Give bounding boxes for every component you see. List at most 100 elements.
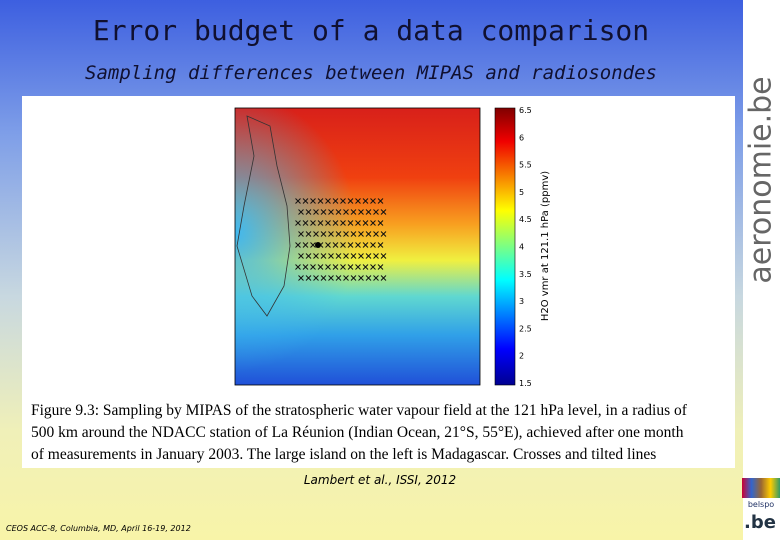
cross bbox=[325, 242, 331, 248]
cross bbox=[295, 242, 301, 248]
cross bbox=[340, 220, 346, 226]
cross bbox=[328, 253, 334, 259]
cross bbox=[325, 264, 331, 270]
cross bbox=[365, 209, 372, 215]
colorbar-tick-label: 3 bbox=[519, 297, 524, 306]
colorbar-tick-label: 5.5 bbox=[519, 161, 532, 170]
cross bbox=[335, 231, 342, 237]
field-overlay bbox=[235, 108, 480, 385]
caption: Figure 9.3: Sampling by MIPAS of the str… bbox=[31, 400, 687, 466]
cross bbox=[325, 198, 331, 204]
cross bbox=[373, 209, 379, 215]
cross bbox=[302, 220, 309, 226]
cross bbox=[377, 198, 384, 204]
cross bbox=[365, 231, 372, 237]
cross bbox=[298, 231, 304, 237]
cross bbox=[365, 253, 372, 259]
cross bbox=[310, 264, 316, 270]
caption-line: 500 km around the NDACC station of La Ré… bbox=[31, 424, 684, 441]
credit: Lambert et al., ISSI, 2012 bbox=[303, 473, 457, 487]
subtitle: Sampling differences between MIPAS and r… bbox=[85, 62, 657, 84]
cross bbox=[310, 242, 316, 248]
figure: 6.5 6 5.5 5 4.5 4 3.5 3 2.5 2 1.5 H2O vmr at 121.1… bbox=[22, 96, 735, 468]
logo-text: aeronomie.be bbox=[743, 76, 779, 284]
caption-line: Figure 9.3: Sampling by MIPAS of the str… bbox=[31, 402, 687, 419]
cross bbox=[320, 209, 327, 215]
caption-line: of measurements in January 2003. The lar… bbox=[31, 446, 657, 463]
colorbar-ticks: 6.5 6 5.5 5 4.5 4 3.5 3 2.5 2 1.5 bbox=[519, 106, 532, 388]
colorbar-tick-label: 1.5 bbox=[519, 379, 532, 388]
cross bbox=[370, 198, 376, 204]
cross bbox=[370, 264, 376, 270]
cross bbox=[302, 264, 309, 270]
colorbar-tick-label: 2.5 bbox=[519, 324, 532, 333]
cross bbox=[317, 220, 324, 226]
cross bbox=[358, 209, 364, 215]
cross bbox=[343, 275, 349, 281]
cross bbox=[350, 275, 357, 281]
cross bbox=[347, 242, 354, 248]
colorbar-tick-label: 5 bbox=[519, 188, 524, 197]
cross bbox=[355, 242, 361, 248]
cross bbox=[332, 242, 339, 248]
cross bbox=[302, 198, 309, 204]
cross bbox=[313, 275, 319, 281]
cross bbox=[370, 242, 376, 248]
cross bbox=[350, 231, 357, 237]
cross bbox=[362, 220, 369, 226]
cross bbox=[343, 231, 349, 237]
cross bbox=[347, 264, 354, 270]
cross bbox=[320, 253, 327, 259]
cross bbox=[343, 209, 349, 215]
cross bbox=[358, 253, 364, 259]
cross bbox=[340, 264, 346, 270]
cross bbox=[373, 275, 379, 281]
cross bbox=[362, 242, 369, 248]
figure-svg: 6.5 6 5.5 5 4.5 4 3.5 3 2.5 2 1.5 H2O vmr at 121.1… bbox=[234, 106, 551, 388]
cross bbox=[335, 253, 342, 259]
cross bbox=[362, 198, 369, 204]
cross bbox=[305, 209, 312, 215]
cross bbox=[380, 253, 387, 259]
cross bbox=[347, 220, 354, 226]
cross bbox=[373, 231, 379, 237]
cross bbox=[328, 209, 334, 215]
cross bbox=[295, 220, 301, 226]
domain-logo: .be bbox=[744, 512, 776, 533]
agency: belspo bbox=[747, 500, 775, 509]
cross bbox=[295, 198, 301, 204]
cross bbox=[302, 242, 309, 248]
cross bbox=[350, 209, 357, 215]
cross bbox=[335, 275, 342, 281]
cross bbox=[298, 253, 304, 259]
cross bbox=[313, 253, 319, 259]
footer: CEOS ACC-8, Columbia, MD, April 16-19, 2… bbox=[6, 524, 191, 533]
cross bbox=[343, 253, 349, 259]
cross bbox=[380, 231, 387, 237]
cross bbox=[317, 198, 324, 204]
cross bbox=[335, 209, 342, 215]
colorbar-tick-label: 6.5 bbox=[519, 106, 532, 115]
cross bbox=[362, 264, 369, 270]
colorbar-label: H2O vmr at 121.1 hPa (ppmv) bbox=[540, 171, 551, 321]
cross bbox=[377, 242, 384, 248]
cross bbox=[355, 220, 361, 226]
cross bbox=[355, 264, 361, 270]
cross bbox=[305, 275, 312, 281]
cross bbox=[305, 231, 312, 237]
cross bbox=[305, 253, 312, 259]
cross bbox=[298, 209, 304, 215]
colorbar-tick-label: 4 bbox=[519, 243, 524, 252]
cross bbox=[332, 220, 339, 226]
madagascar bbox=[236, 115, 291, 317]
cross bbox=[373, 253, 379, 259]
cross bbox=[317, 264, 324, 270]
cross bbox=[350, 253, 357, 259]
cross bbox=[295, 264, 301, 270]
cross bbox=[377, 264, 384, 270]
cross bbox=[358, 231, 364, 237]
belspo-icon bbox=[742, 478, 780, 498]
cross bbox=[365, 275, 372, 281]
title: Error budget of a data comparison bbox=[92, 14, 650, 47]
